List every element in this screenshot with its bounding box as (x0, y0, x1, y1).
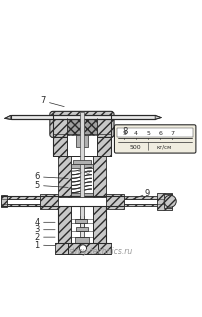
Bar (80, 112, 84, 160)
Bar (71, 157, 93, 197)
Bar (73, 160, 90, 164)
FancyBboxPatch shape (50, 111, 114, 138)
Text: 4: 4 (34, 218, 39, 227)
Text: 7: 7 (170, 131, 174, 136)
Bar (58, 206, 71, 243)
Text: 6: 6 (86, 170, 90, 175)
Bar (1, 196, 40, 206)
Text: 3: 3 (34, 225, 40, 234)
Bar (93, 157, 106, 197)
Text: 6: 6 (158, 131, 162, 136)
Text: 5: 5 (34, 181, 39, 190)
Bar (80, 164, 84, 197)
Bar (157, 193, 172, 210)
Bar (1, 199, 40, 204)
Bar (80, 223, 84, 237)
Bar (76, 227, 88, 231)
Text: 6: 6 (34, 172, 40, 181)
Text: 2: 2 (34, 233, 39, 242)
Text: 7: 7 (40, 96, 45, 105)
Bar (117, 128, 193, 138)
Text: 4: 4 (134, 131, 138, 136)
Bar (67, 120, 80, 135)
Bar (76, 135, 88, 147)
Polygon shape (5, 115, 11, 120)
Bar (84, 120, 97, 135)
Bar (80, 206, 84, 219)
FancyBboxPatch shape (115, 125, 196, 153)
Bar (11, 115, 155, 120)
Bar (58, 157, 71, 197)
Bar (67, 133, 97, 157)
Text: 5: 5 (146, 131, 150, 136)
Bar (53, 124, 111, 157)
Polygon shape (155, 115, 161, 120)
Bar (80, 216, 84, 227)
Bar (124, 199, 164, 204)
Text: 9: 9 (144, 189, 150, 197)
Bar (124, 196, 164, 206)
Bar (40, 194, 58, 209)
Bar (71, 164, 93, 167)
Bar (1, 195, 7, 207)
Text: 5: 5 (78, 170, 82, 175)
Text: 3: 3 (122, 131, 126, 136)
Text: кг/см: кг/см (157, 145, 172, 150)
Text: 8: 8 (122, 127, 128, 136)
Text: 500: 500 (129, 145, 141, 150)
Text: stroy-technics.ru: stroy-technics.ru (69, 247, 133, 256)
Bar (106, 194, 124, 209)
Bar (71, 206, 93, 243)
Circle shape (164, 195, 176, 207)
Circle shape (79, 245, 86, 252)
Bar (164, 194, 172, 208)
Bar (75, 237, 89, 243)
Text: 1: 1 (34, 241, 39, 250)
Bar (71, 193, 93, 196)
Bar (93, 206, 106, 243)
Bar (55, 243, 111, 254)
Bar (75, 219, 87, 223)
